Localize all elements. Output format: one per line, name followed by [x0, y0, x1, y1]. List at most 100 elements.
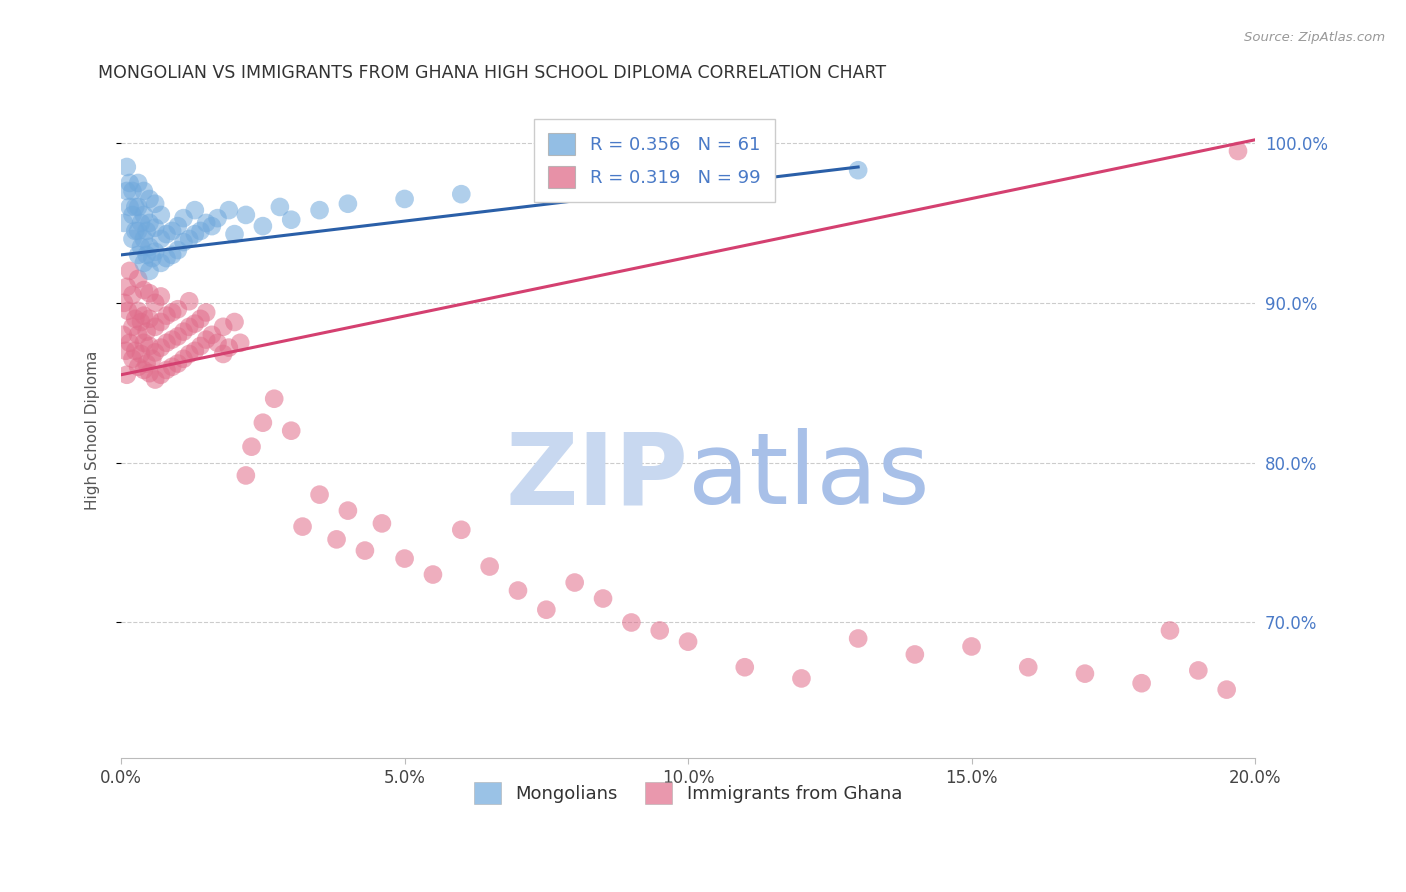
Point — [308, 203, 330, 218]
Point — [132, 335, 155, 350]
Point — [263, 392, 285, 406]
Point — [166, 329, 188, 343]
Point — [132, 283, 155, 297]
Point — [166, 357, 188, 371]
Point — [127, 303, 149, 318]
Point — [127, 176, 149, 190]
Point — [118, 200, 141, 214]
Point — [173, 211, 195, 226]
Point — [143, 373, 166, 387]
Point — [536, 603, 558, 617]
Point — [179, 294, 201, 309]
Point — [132, 363, 155, 377]
Point — [904, 648, 927, 662]
Point — [184, 203, 207, 218]
Point — [112, 216, 135, 230]
Point — [121, 351, 143, 366]
Point — [143, 196, 166, 211]
Point — [129, 216, 152, 230]
Point — [218, 341, 240, 355]
Point — [235, 208, 257, 222]
Point — [190, 339, 212, 353]
Y-axis label: High School Diploma: High School Diploma — [86, 351, 100, 510]
Legend: Mongolians, Immigrants from Ghana: Mongolians, Immigrants from Ghana — [467, 775, 910, 812]
Point — [1074, 666, 1097, 681]
Point — [173, 235, 195, 249]
Point — [252, 219, 274, 234]
Point — [132, 256, 155, 270]
Point — [166, 219, 188, 234]
Point — [115, 184, 138, 198]
Point — [179, 319, 201, 334]
Point — [173, 351, 195, 366]
Point — [135, 357, 157, 371]
Point — [149, 289, 172, 303]
Point — [132, 309, 155, 323]
Point — [195, 216, 218, 230]
Point — [280, 424, 302, 438]
Point — [325, 533, 347, 547]
Point — [195, 333, 218, 347]
Point — [138, 339, 160, 353]
Point — [676, 171, 699, 186]
Point — [127, 200, 149, 214]
Point — [252, 416, 274, 430]
Point — [121, 288, 143, 302]
Point — [115, 160, 138, 174]
Point — [124, 343, 146, 358]
Point — [141, 251, 163, 265]
Point — [235, 468, 257, 483]
Point — [127, 327, 149, 342]
Point — [229, 335, 252, 350]
Point — [138, 240, 160, 254]
Point — [1159, 624, 1181, 638]
Point — [135, 325, 157, 339]
Point — [114, 343, 136, 358]
Point — [184, 317, 207, 331]
Point — [240, 440, 263, 454]
Point — [115, 280, 138, 294]
Point — [354, 543, 377, 558]
Point — [129, 315, 152, 329]
Point — [450, 187, 472, 202]
Point — [138, 286, 160, 301]
Point — [160, 333, 183, 347]
Point — [155, 335, 177, 350]
Point — [135, 224, 157, 238]
Point — [1187, 664, 1209, 678]
Point — [179, 347, 201, 361]
Point — [149, 232, 172, 246]
Point — [138, 192, 160, 206]
Point — [1227, 144, 1250, 158]
Text: Source: ZipAtlas.com: Source: ZipAtlas.com — [1244, 31, 1385, 45]
Point — [143, 244, 166, 259]
Point — [201, 219, 224, 234]
Point — [336, 503, 359, 517]
Point — [201, 327, 224, 342]
Point — [143, 296, 166, 310]
Point — [155, 363, 177, 377]
Point — [166, 302, 188, 317]
Point — [149, 315, 172, 329]
Point — [155, 227, 177, 241]
Point — [135, 248, 157, 262]
Point — [111, 327, 134, 342]
Point — [121, 232, 143, 246]
Point — [143, 345, 166, 359]
Point — [129, 347, 152, 361]
Point — [676, 634, 699, 648]
Point — [224, 227, 246, 241]
Point — [1215, 682, 1237, 697]
Point — [132, 208, 155, 222]
Point — [127, 224, 149, 238]
Point — [195, 305, 218, 319]
Point — [160, 359, 183, 374]
Point — [124, 311, 146, 326]
Point — [269, 200, 291, 214]
Point — [846, 163, 869, 178]
Point — [394, 551, 416, 566]
Point — [734, 660, 756, 674]
Point — [184, 227, 207, 241]
Point — [132, 232, 155, 246]
Point — [115, 368, 138, 382]
